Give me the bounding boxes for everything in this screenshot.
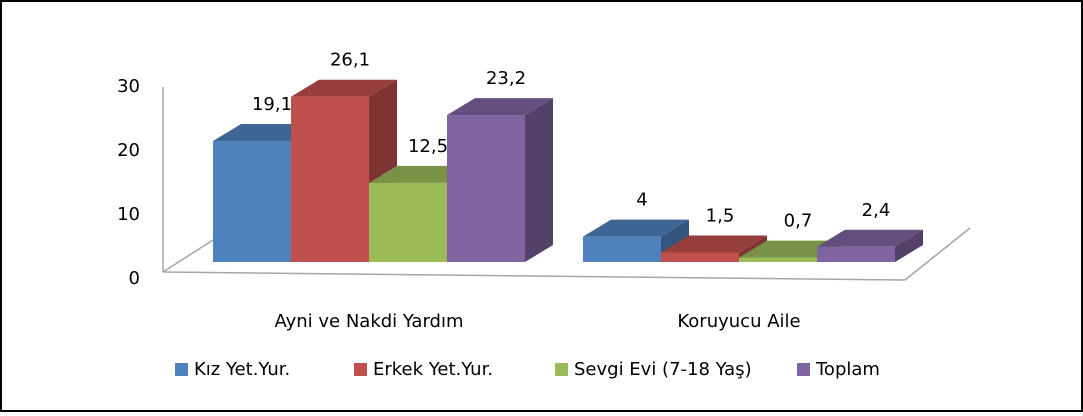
y-tick-label: 30 xyxy=(117,76,140,97)
y-tick-label: 0 xyxy=(129,268,140,289)
bar-side xyxy=(895,229,923,262)
bar-top xyxy=(661,235,767,253)
legend-swatch xyxy=(797,363,810,376)
plot-frame xyxy=(162,87,971,281)
bar xyxy=(291,96,369,262)
legend-swatch xyxy=(555,363,568,376)
bar-top xyxy=(291,79,397,97)
y-tick-label: 20 xyxy=(117,140,140,161)
bar xyxy=(583,236,661,262)
data-label: 12,5 xyxy=(408,136,448,157)
legend-label: Kız Yet.Yur. xyxy=(194,359,290,380)
bar xyxy=(447,115,525,262)
legend-label: Sevgi Evi (7-18 Yaş) xyxy=(574,359,752,380)
bar-top xyxy=(817,229,923,247)
bar-top xyxy=(447,98,553,116)
bar xyxy=(739,257,817,262)
y-tick-label: 10 xyxy=(117,204,140,225)
data-label: 2,4 xyxy=(862,200,891,221)
data-label: 0,7 xyxy=(784,211,813,232)
bar xyxy=(661,252,739,262)
data-label: 26,1 xyxy=(330,50,370,71)
bar-side xyxy=(525,98,553,262)
legend-swatch xyxy=(175,363,188,376)
legend-swatch xyxy=(354,363,367,376)
data-label: 19,1 xyxy=(252,94,292,115)
data-label: 23,2 xyxy=(486,68,526,89)
bar xyxy=(369,182,447,262)
bar xyxy=(213,141,291,262)
x-tick-label: Ayni ve Nakdi Yardım xyxy=(275,311,464,332)
data-label: 1,5 xyxy=(706,206,735,227)
data-label: 4 xyxy=(636,190,647,211)
legend-label: Toplam xyxy=(815,359,880,380)
legend-label: Erkek Yet.Yur. xyxy=(373,359,493,380)
bar xyxy=(817,246,895,262)
bar-top xyxy=(583,219,689,237)
x-tick-label: Koruyucu Aile xyxy=(677,311,800,332)
